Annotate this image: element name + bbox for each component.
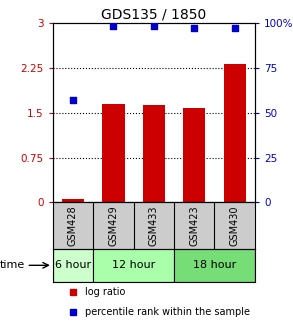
Text: 18 hour: 18 hour (193, 260, 236, 270)
Text: 12 hour: 12 hour (112, 260, 155, 270)
Text: GSM430: GSM430 (230, 205, 240, 246)
Bar (224, 63, 246, 202)
Text: GSM429: GSM429 (108, 205, 118, 246)
Bar (53, 249, 93, 282)
Bar (143, 106, 165, 202)
Bar (93, 249, 174, 282)
Text: GSM423: GSM423 (189, 205, 199, 246)
Text: GSM433: GSM433 (149, 205, 159, 246)
Point (192, 26, 197, 31)
Bar (102, 104, 125, 202)
Bar (183, 108, 205, 202)
Point (111, 24, 116, 29)
Point (151, 24, 156, 29)
Text: GSM428: GSM428 (68, 205, 78, 246)
Text: time: time (0, 260, 25, 270)
Title: GDS135 / 1850: GDS135 / 1850 (101, 8, 207, 22)
Point (71, 97, 75, 103)
Point (232, 26, 237, 31)
Text: log ratio: log ratio (85, 286, 125, 297)
Text: 6 hour: 6 hour (55, 260, 91, 270)
Text: percentile rank within the sample: percentile rank within the sample (85, 307, 250, 317)
Bar (62, 199, 84, 202)
Bar (174, 249, 255, 282)
